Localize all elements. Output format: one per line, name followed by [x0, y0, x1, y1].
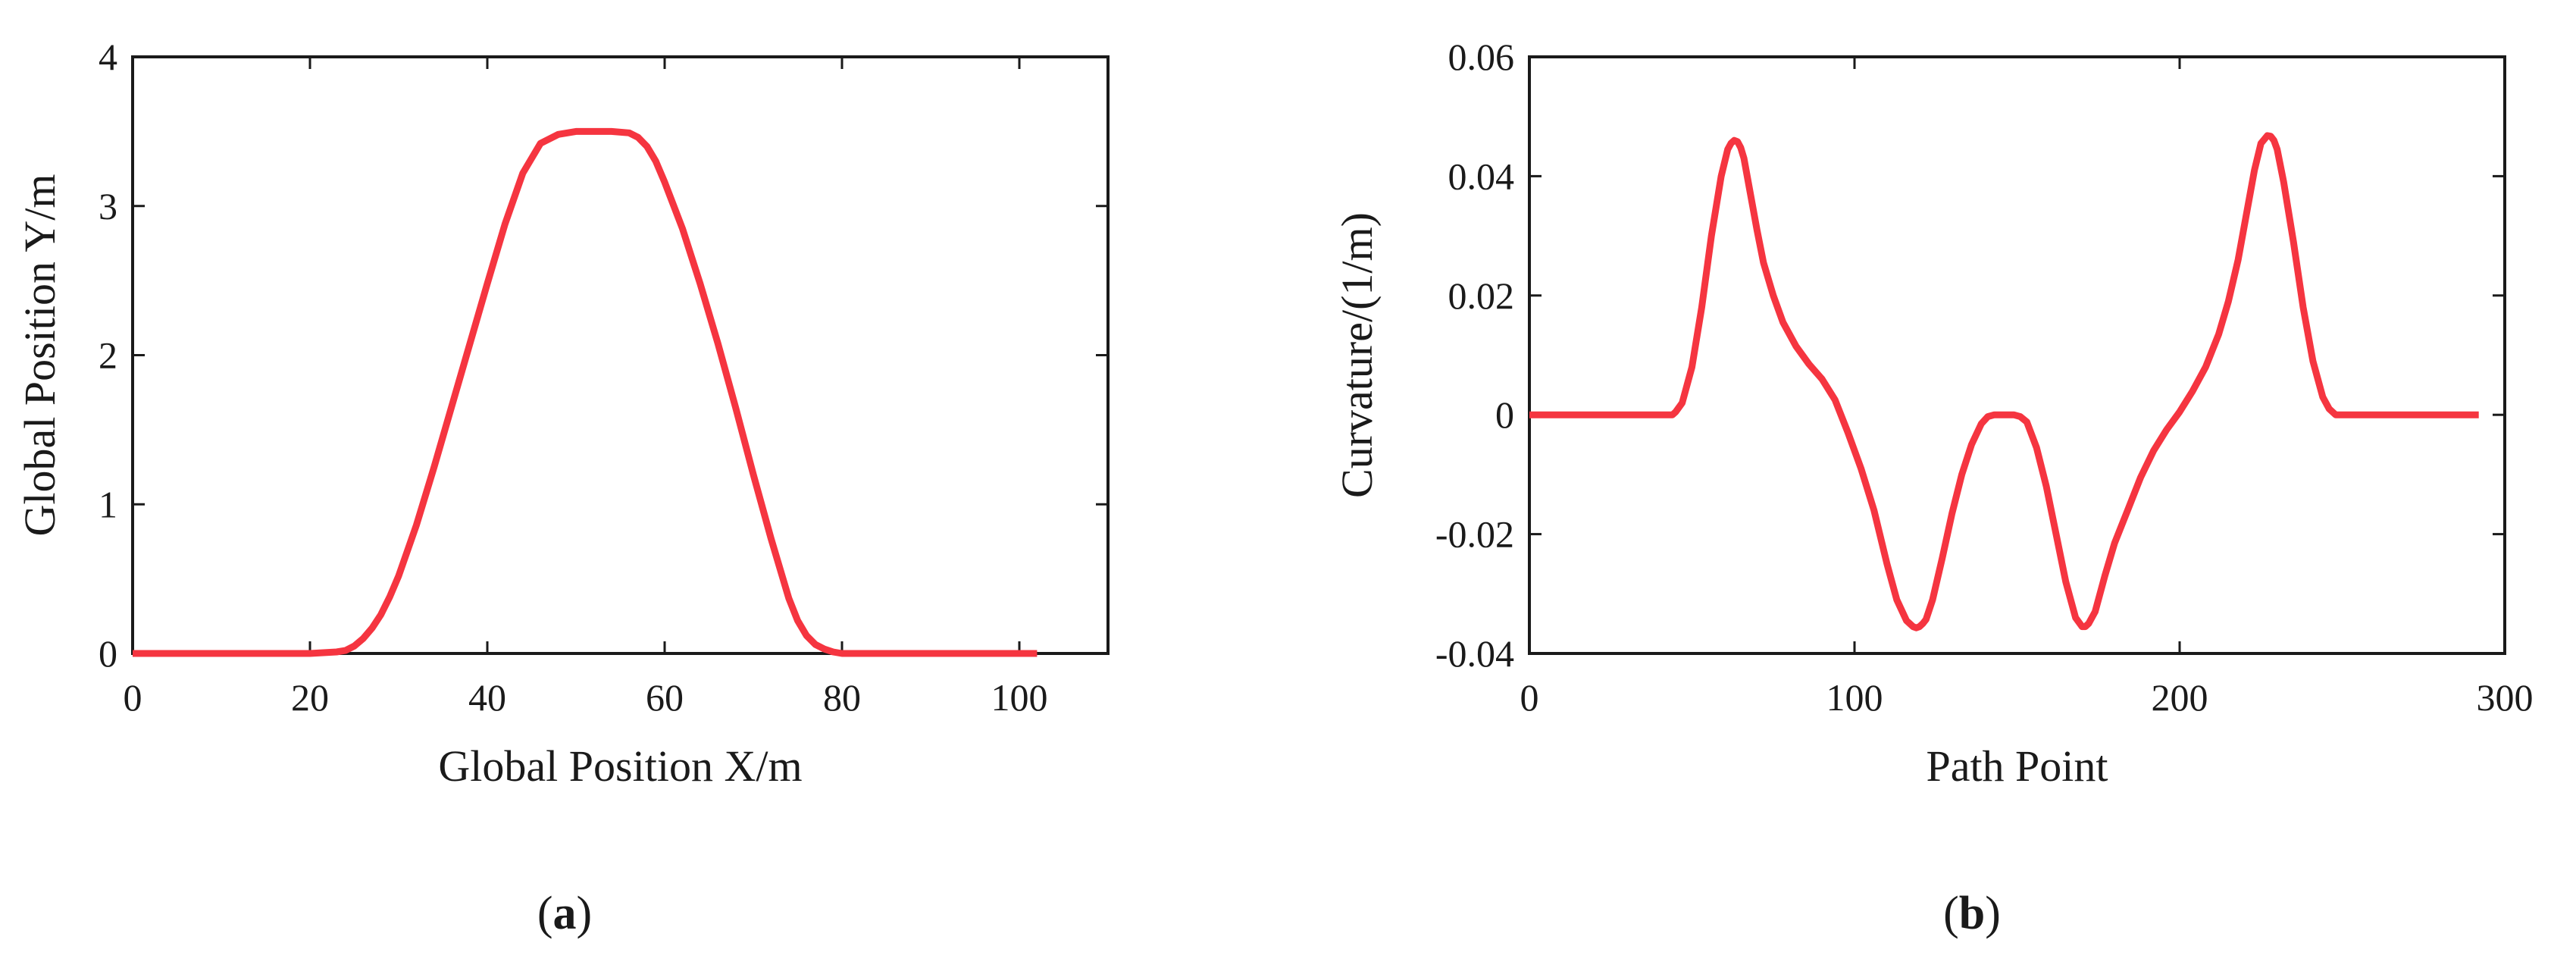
y-tick-label: 0.06: [1448, 36, 1515, 78]
x-tick-label: 100: [1826, 676, 1883, 719]
x-tick-label: 200: [2152, 676, 2208, 719]
panel-label: (a): [537, 888, 592, 939]
y-tick-label: 4: [99, 36, 117, 78]
x-tick-label: 0: [1520, 676, 1539, 719]
y-tick-label: 2: [99, 334, 117, 377]
panel-label-open: (: [537, 888, 553, 939]
y-tick-label: 0: [1495, 393, 1514, 436]
panel-label-letter: a: [553, 888, 577, 939]
y-tick-label: 0.04: [1448, 155, 1515, 197]
x-tick-label: 0: [124, 676, 142, 719]
panel-label-open: (: [1943, 888, 1959, 939]
x-tick-label: 300: [2477, 676, 2534, 719]
x-axis-label: Path Point: [1926, 741, 2108, 791]
panel-label-close: ): [577, 888, 593, 939]
y-axis-label: Curvature/(1/m): [1332, 212, 1382, 498]
y-tick-label: -0.02: [1435, 513, 1514, 556]
x-tick-label: 100: [991, 676, 1048, 719]
x-tick-label: 20: [291, 676, 329, 719]
y-tick-label: -0.04: [1435, 632, 1514, 675]
plot-frame: [1528, 55, 2506, 655]
x-tick-label: 80: [823, 676, 861, 719]
chart-panel-a: 0 20 40 60 80 100 0 1 2 3 4 Global Position X/m Glob…: [15, 36, 1110, 939]
y-tick-label: 3: [99, 185, 117, 227]
panel-label: (b): [1943, 888, 2001, 939]
x-axis-label: Global Position X/m: [438, 741, 802, 791]
y-tick-label: 0.02: [1448, 274, 1515, 317]
y-tick-label: 0: [99, 632, 117, 675]
panel-label-close: ): [1985, 888, 2001, 939]
plot-frame: [131, 55, 1110, 655]
series-line-0: [1529, 132, 2479, 631]
y-axis-label: Global Position Y/m: [15, 174, 64, 537]
panel-label-letter: b: [1959, 888, 1985, 939]
y-tick-label: 1: [99, 483, 117, 525]
chart-panel-b: 0 100 200 300 -0.04 -0.02 0 0.02 0.04 0.06 Path Po…: [1332, 36, 2534, 939]
series-line-0: [133, 127, 1038, 657]
x-tick-label: 60: [646, 676, 684, 719]
x-tick-label: 40: [468, 676, 506, 719]
